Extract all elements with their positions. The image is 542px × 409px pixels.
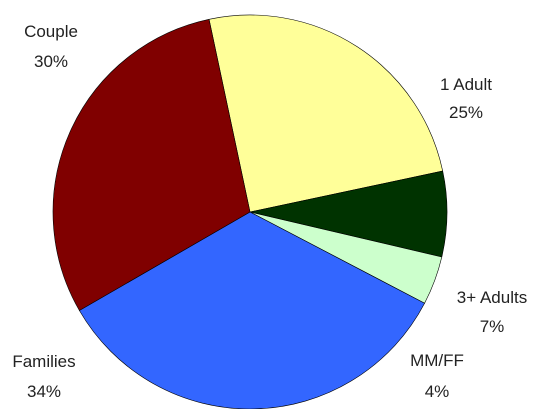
pie-slices bbox=[52, 14, 448, 409]
slice-labels: 1 Adult 25% 3+ Adults 7% MM/FF 4% Families 34% C… bbox=[12, 22, 527, 401]
slice-name-1-adult: 1 Adult bbox=[440, 75, 492, 94]
slice-percent-1-adult: 25% bbox=[449, 103, 483, 122]
slice-name-3-adults: 3+ Adults bbox=[457, 288, 527, 307]
slice-name-couple: Couple bbox=[24, 22, 78, 41]
slice-name-mm-ff: MM/FF bbox=[410, 351, 464, 370]
slice-label-families: Families 34% bbox=[12, 352, 75, 401]
slice-label-3-adults: 3+ Adults 7% bbox=[457, 288, 527, 336]
slice-percent-families: 34% bbox=[27, 382, 61, 401]
slice-percent-3-adults: 7% bbox=[480, 317, 505, 336]
slice-label-1-adult: 1 Adult 25% bbox=[440, 75, 492, 122]
pie-slice-couple bbox=[52, 18, 251, 311]
slice-percent-mm-ff: 4% bbox=[425, 382, 450, 401]
slice-percent-couple: 30% bbox=[34, 52, 68, 71]
pie-slice-1-adult bbox=[208, 14, 444, 213]
slice-label-mm-ff: MM/FF 4% bbox=[410, 351, 464, 401]
slice-label-couple: Couple 30% bbox=[24, 22, 78, 71]
slice-name-families: Families bbox=[12, 352, 75, 371]
